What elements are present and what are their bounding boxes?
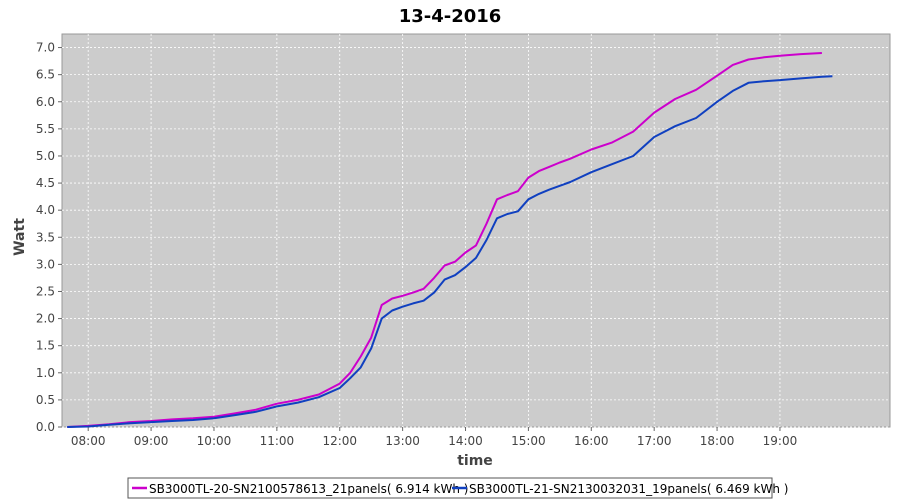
series-line-2 bbox=[67, 75, 833, 428]
legend-box bbox=[127, 477, 773, 499]
x-tick-label-2: 10:00 bbox=[197, 434, 232, 448]
y-tick-label-1: 0.5 bbox=[36, 393, 55, 407]
y-tick-label-9: 4.5 bbox=[36, 176, 55, 190]
x-tick-label-1: 09:00 bbox=[134, 434, 169, 448]
plot-area bbox=[61, 33, 891, 428]
y-tick-label-6: 3.0 bbox=[36, 257, 55, 271]
y-tick-label-13: 6.5 bbox=[36, 68, 55, 82]
y-tick-label-10: 5.0 bbox=[36, 149, 55, 163]
x-tick-label-3: 11:00 bbox=[260, 434, 295, 448]
legend-label-1: SB3000TL-20-SN2100578613_21panels( 6.914… bbox=[149, 482, 468, 496]
x-tick-label-0: 08:00 bbox=[71, 434, 106, 448]
x-tick-label-8: 16:00 bbox=[574, 434, 609, 448]
y-tick-label-12: 6.0 bbox=[36, 95, 55, 109]
x-tick-label-10: 18:00 bbox=[700, 434, 735, 448]
x-tick-label-11: 19:00 bbox=[763, 434, 798, 448]
y-axis: 0.0 0.5 1.0 1.5 2.0 2.5 3.0 3.5 4.0 4.5 5.0 5.5 6.0 6… bbox=[36, 41, 62, 434]
y-tick-label-4: 2.0 bbox=[36, 312, 55, 326]
y-tick-label-14: 7.0 bbox=[36, 41, 55, 55]
x-tick-label-9: 17:00 bbox=[637, 434, 672, 448]
x-tick-label-6: 14:00 bbox=[448, 434, 483, 448]
y-tick-label-3: 1.5 bbox=[36, 339, 55, 353]
y-tick-label-11: 5.5 bbox=[36, 122, 55, 136]
chart-title: 13-4-2016 bbox=[399, 6, 502, 27]
x-tick-label-5: 13:00 bbox=[385, 434, 420, 448]
y-tick-label-7: 3.5 bbox=[36, 230, 55, 244]
x-axis-title: time bbox=[457, 453, 493, 469]
x-axis: 08:00 09:00 10:00 11:00 12:00 13:00 14:00 15:00… bbox=[71, 427, 797, 448]
series-lines bbox=[67, 52, 833, 428]
x-tick-label-4: 12:00 bbox=[322, 434, 357, 448]
y-tick-label-2: 1.0 bbox=[36, 366, 55, 380]
x-tick-label-7: 15:00 bbox=[511, 434, 546, 448]
gridlines bbox=[62, 34, 890, 428]
y-tick-label-5: 2.5 bbox=[36, 284, 55, 298]
y-tick-label-8: 4.0 bbox=[36, 203, 55, 217]
legend-label-2: SB3000TL-21-SN2130032031_19panels( 6.469… bbox=[469, 482, 788, 496]
y-axis-title: Watt bbox=[12, 218, 28, 256]
y-tick-label-0: 0.0 bbox=[36, 420, 55, 434]
series-line-1 bbox=[67, 52, 822, 428]
legend: SB3000TL-20-SN2100578613_21panels( 6.914… bbox=[127, 477, 788, 499]
